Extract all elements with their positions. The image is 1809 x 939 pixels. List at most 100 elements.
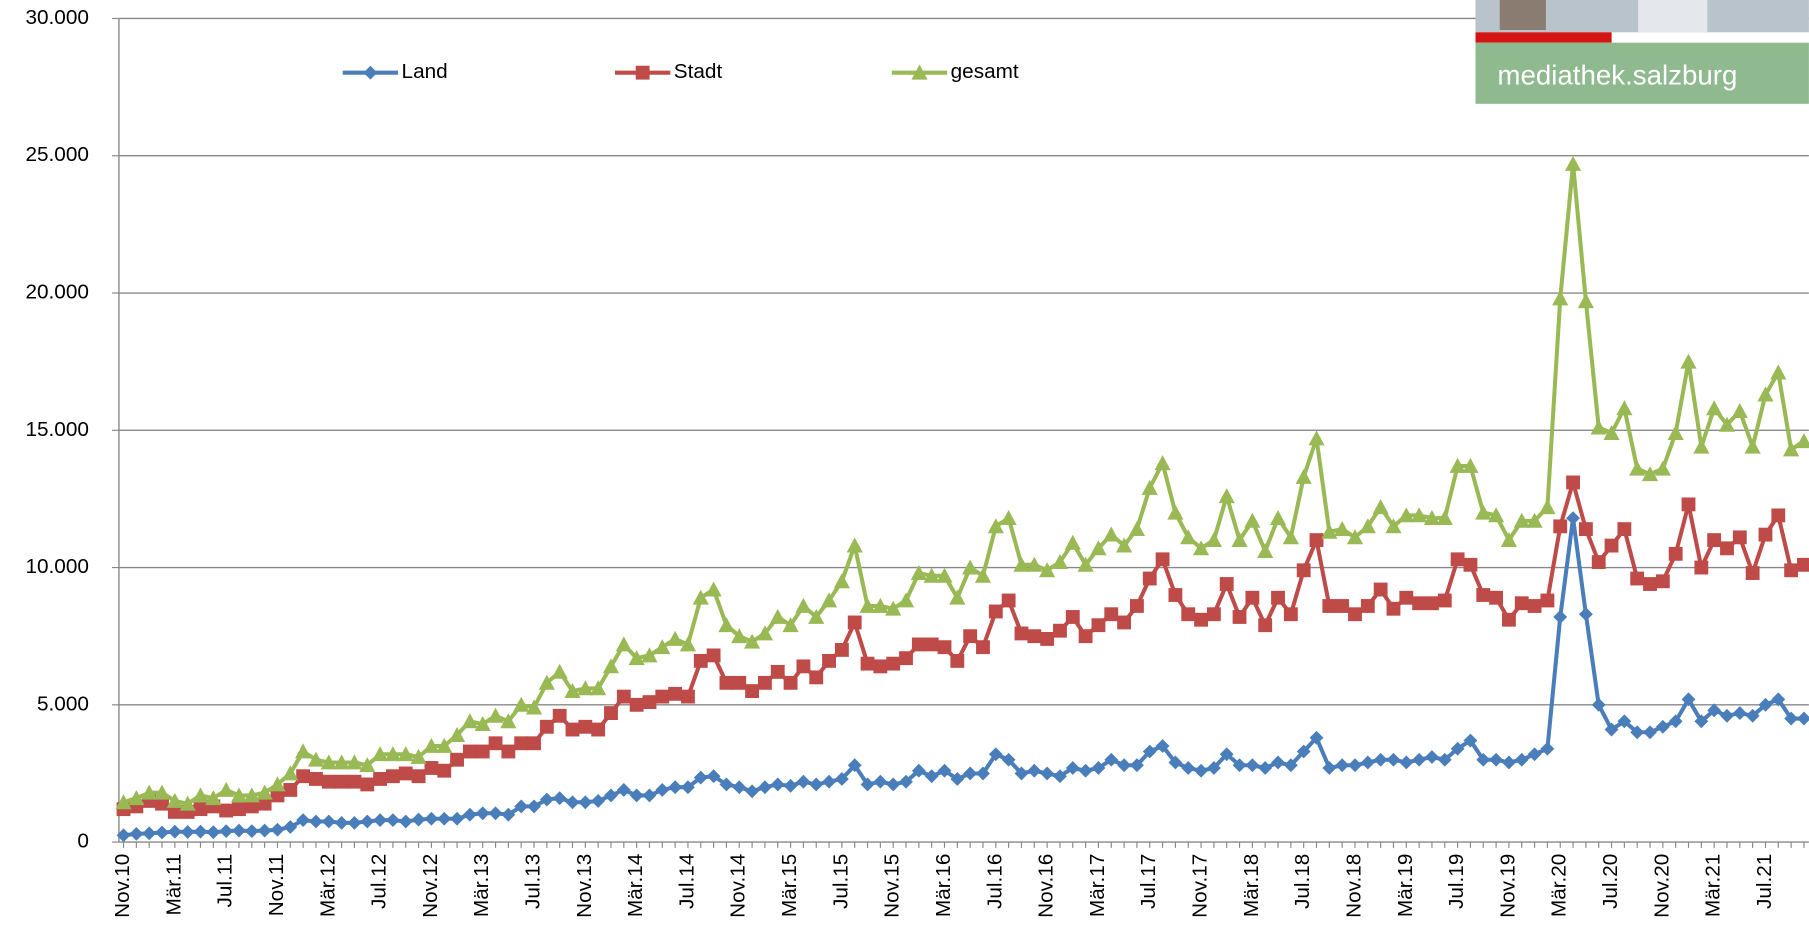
data-point: [1219, 488, 1235, 503]
x-tick-label: Nov.17: [1189, 854, 1212, 918]
data-point: [181, 825, 195, 839]
data-point: [1092, 618, 1106, 632]
data-point: [1707, 533, 1721, 547]
data-point: [630, 789, 644, 803]
data-point: [1693, 439, 1709, 454]
data-point: [847, 538, 863, 553]
data-point: [1515, 596, 1529, 610]
data-point: [822, 775, 836, 789]
data-point: [424, 812, 438, 826]
data-point: [295, 743, 311, 758]
data-point: [1759, 528, 1773, 542]
data-point: [1348, 607, 1362, 621]
data-point: [309, 815, 323, 829]
data-point: [1643, 725, 1657, 739]
data-point: [925, 638, 939, 652]
data-point: [1040, 632, 1054, 646]
data-point: [732, 676, 746, 690]
logo-photo-detail: [1500, 0, 1546, 30]
data-point: [784, 676, 798, 690]
y-tick-label: 25.000: [25, 143, 88, 166]
data-point: [501, 745, 515, 759]
data-point: [1374, 583, 1388, 597]
data-point: [963, 767, 977, 781]
data-point: [1257, 543, 1273, 558]
data-point: [771, 778, 785, 792]
data-point: [1553, 610, 1567, 624]
logo-photo-detail: [1638, 0, 1707, 32]
data-point: [552, 664, 568, 679]
data-point: [1578, 293, 1594, 308]
data-point: [591, 723, 605, 737]
data-point: [1797, 712, 1809, 726]
data-point: [1373, 499, 1389, 514]
x-tick-label: Jul.19: [1445, 854, 1468, 909]
data-point: [1348, 758, 1362, 772]
data-point: [1540, 594, 1554, 608]
x-tick-label: Mär.18: [1240, 854, 1263, 917]
data-point: [989, 605, 1003, 619]
data-point: [1271, 756, 1285, 770]
data-point: [1220, 577, 1234, 591]
legend-marker: [636, 66, 650, 80]
data-point: [129, 827, 143, 841]
data-point: [1002, 594, 1016, 608]
data-point: [1489, 591, 1503, 605]
data-point: [1270, 510, 1286, 525]
data-point: [1528, 599, 1542, 613]
data-point: [322, 815, 336, 829]
data-point: [309, 772, 323, 786]
data-point: [667, 631, 683, 646]
data-point: [1271, 591, 1285, 605]
data-point: [1079, 764, 1093, 778]
data-point: [745, 784, 759, 798]
legend-label: Stadt: [674, 60, 723, 83]
x-tick-label: Jul.14: [675, 854, 698, 909]
data-point: [1565, 156, 1581, 171]
data-point: [1579, 607, 1593, 621]
data-point: [899, 651, 913, 665]
data-point: [796, 659, 810, 673]
data-point: [1451, 552, 1465, 566]
data-point: [617, 783, 631, 797]
data-point: [155, 826, 169, 840]
data-point: [1694, 561, 1708, 575]
data-point: [925, 769, 939, 783]
data-point: [386, 813, 400, 827]
data-point: [1156, 552, 1170, 566]
data-point: [219, 824, 233, 838]
data-point: [566, 723, 580, 737]
data-point: [591, 794, 605, 808]
data-point: [1308, 430, 1324, 445]
data-point: [1181, 761, 1195, 775]
data-point: [1771, 508, 1785, 522]
x-tick-label: Jul.18: [1291, 854, 1314, 909]
data-point: [1399, 756, 1413, 770]
x-tick-label: Mär.21: [1702, 854, 1725, 917]
x-tick-label: Nov.15: [881, 854, 904, 918]
data-point: [1244, 513, 1260, 528]
data-point: [399, 815, 413, 829]
y-tick-label: 30.000: [25, 6, 88, 29]
data-point: [540, 720, 554, 734]
data-point: [834, 573, 850, 588]
data-point: [668, 687, 682, 701]
data-point: [489, 736, 503, 750]
data-point: [1399, 591, 1413, 605]
data-point: [487, 708, 503, 723]
data-point: [1733, 530, 1747, 544]
data-point: [1142, 480, 1158, 495]
data-point: [1706, 400, 1722, 415]
data-point: [1284, 607, 1298, 621]
data-point: [1425, 596, 1439, 610]
data-point: [886, 778, 900, 792]
x-tick-label: Jul.11: [214, 854, 237, 908]
x-tick-label: Nov.11: [265, 854, 288, 917]
data-point: [1732, 403, 1748, 418]
x-tick-label: Nov.19: [1496, 854, 1519, 918]
data-point: [1745, 439, 1761, 454]
data-point: [873, 659, 887, 673]
data-point: [1361, 756, 1375, 770]
data-point: [1733, 706, 1747, 720]
data-point: [976, 640, 990, 654]
